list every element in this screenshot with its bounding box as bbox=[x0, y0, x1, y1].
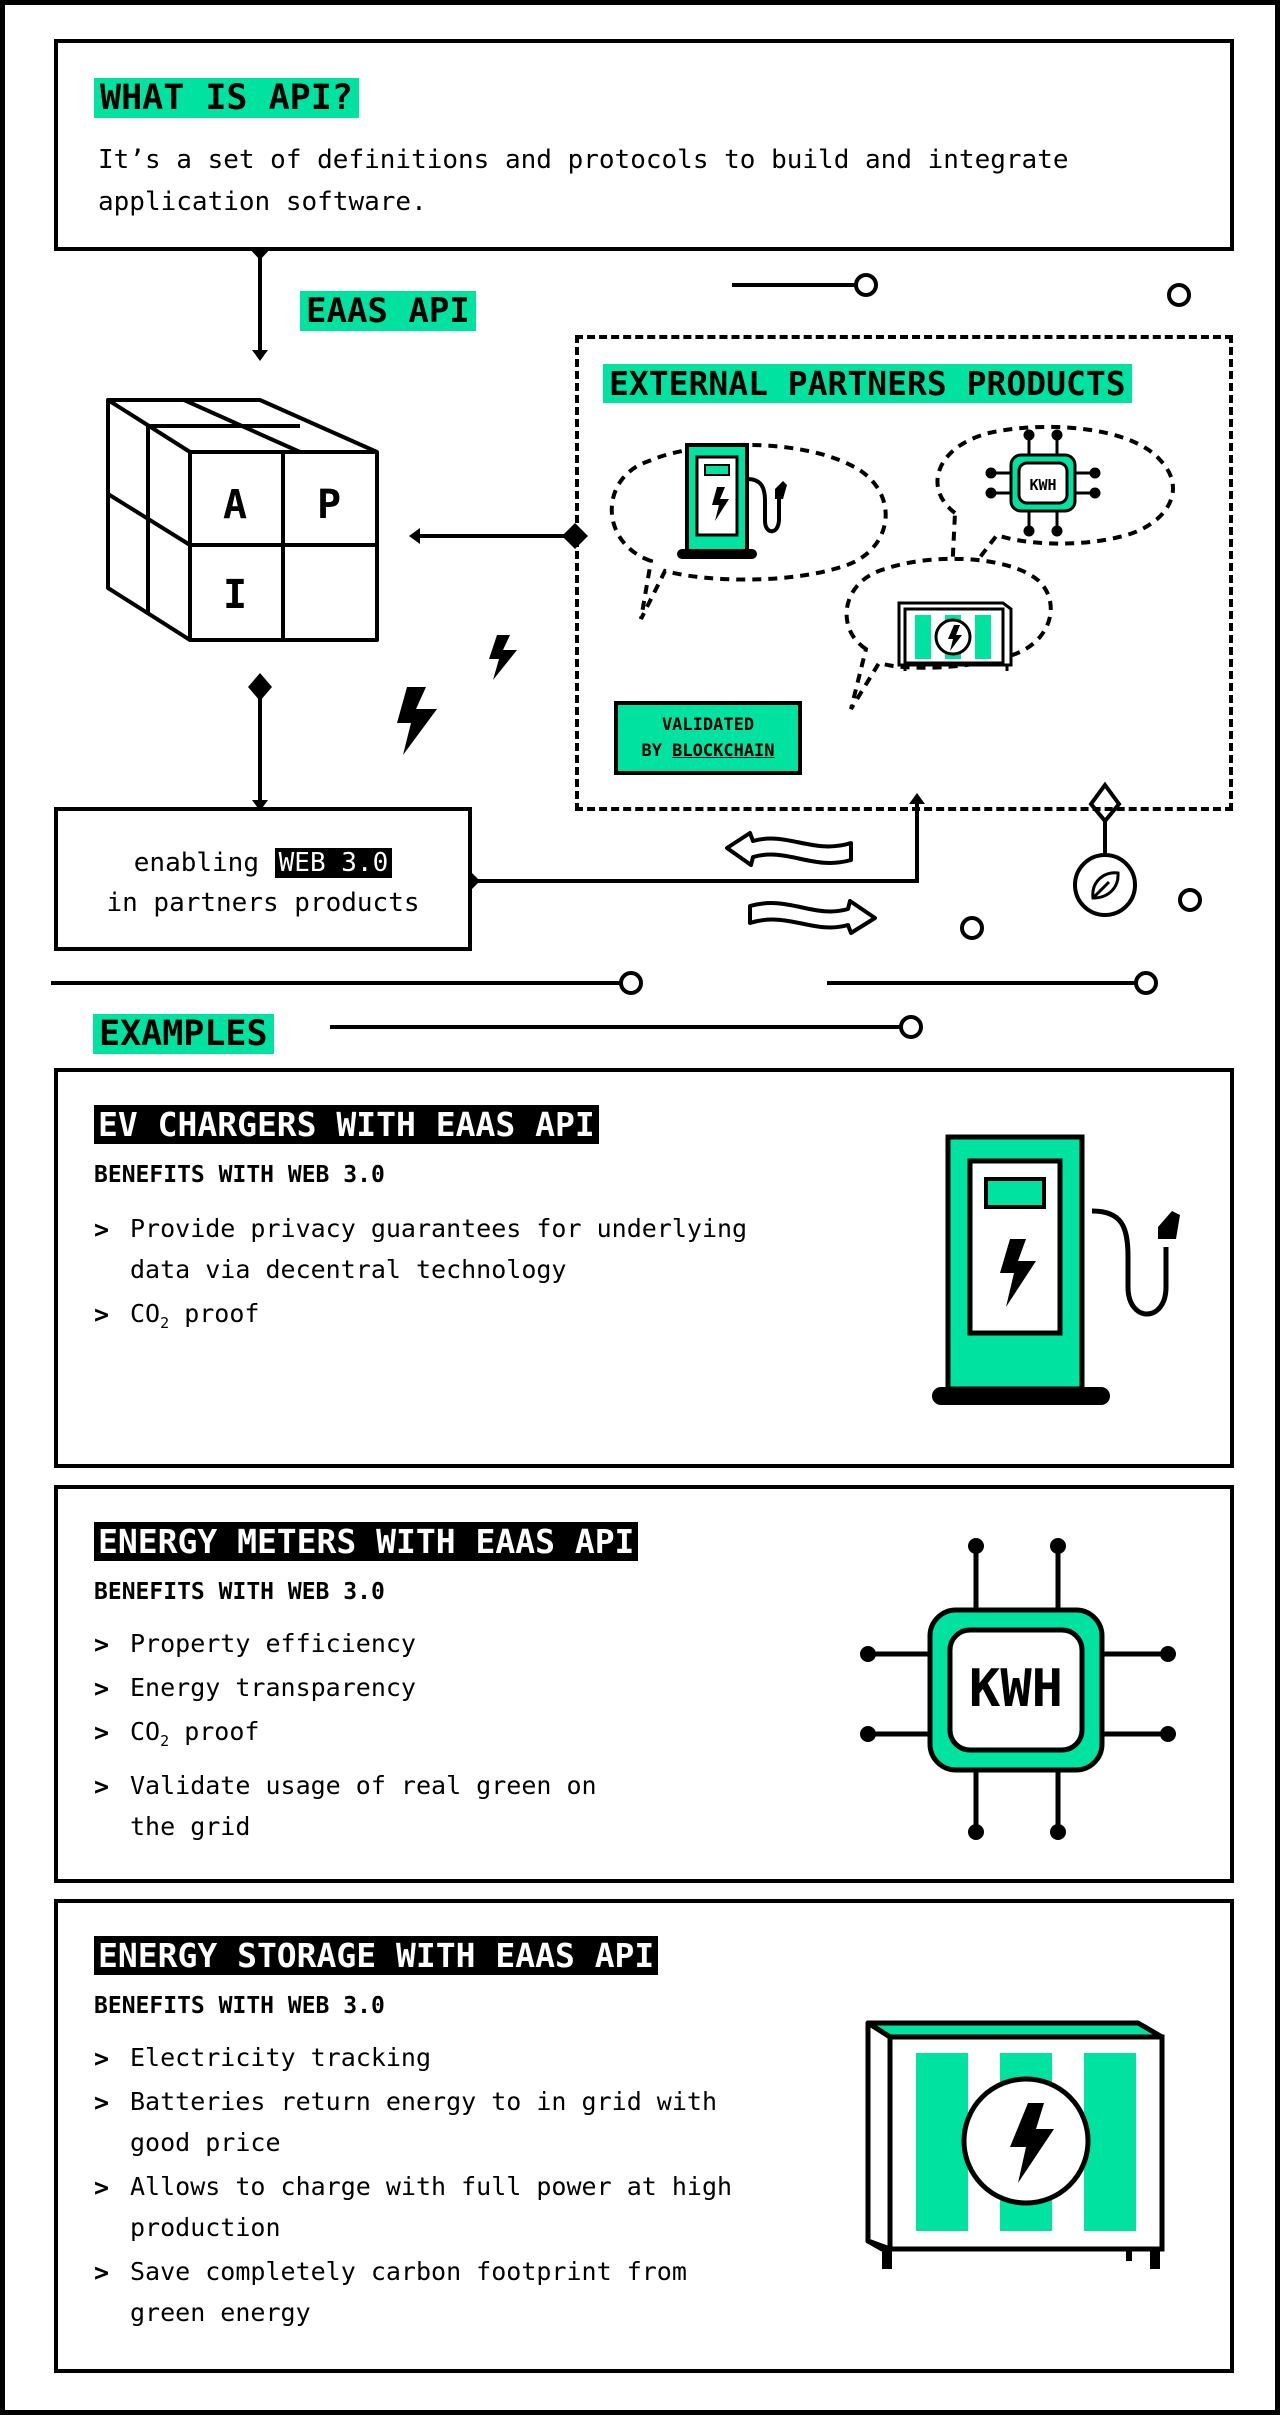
card-energy-storage: ENERGY STORAGE WITH EAAS API BENEFITS WI… bbox=[54, 1899, 1234, 2373]
card-energy-meters: ENERGY METERS WITH EAAS API BENEFITS WIT… bbox=[54, 1485, 1234, 1883]
lightning-icon bbox=[397, 687, 437, 755]
list-item: > Save completely carbon footprint from g… bbox=[94, 2251, 754, 2333]
chevron-right-icon: > bbox=[94, 1772, 110, 1801]
ev-charger-icon bbox=[677, 443, 787, 559]
ev-charger-icon bbox=[932, 1134, 1180, 1405]
partner-products-bubbles: KWH bbox=[609, 424, 1175, 711]
list-item: > Electricity tracking bbox=[94, 2037, 754, 2078]
cube-letter-i: I bbox=[223, 572, 247, 618]
mini-meter-label: KWH bbox=[1029, 476, 1056, 494]
chevron-right-icon: > bbox=[94, 1300, 110, 1329]
energy-storage-icon bbox=[865, 2020, 1165, 2269]
chevron-right-icon: > bbox=[94, 1215, 110, 1244]
arrow-left bbox=[725, 831, 853, 867]
card-subtitle: BENEFITS WITH WEB 3.0 bbox=[94, 1993, 385, 2019]
connector-diagram bbox=[51, 234, 1202, 1039]
card-title: EV CHARGERS WITH EAAS API bbox=[94, 1105, 599, 1144]
list-item: > Property efficiency bbox=[94, 1623, 614, 1664]
benefits-list: > Electricity tracking > Batteries return … bbox=[94, 2037, 754, 2336]
card-subtitle: BENEFITS WITH WEB 3.0 bbox=[94, 1162, 385, 1188]
list-item: > CO2 proof bbox=[94, 1711, 614, 1762]
list-item: > Validate usage of real green on the gri… bbox=[94, 1765, 614, 1847]
card-title: ENERGY METERS WITH EAAS API bbox=[94, 1522, 639, 1561]
card-subtitle: BENEFITS WITH WEB 3.0 bbox=[94, 1579, 385, 1605]
chevron-right-icon: > bbox=[94, 1674, 110, 1703]
energy-storage-icon bbox=[897, 601, 1013, 671]
intro-box: WHAT IS API? It’s a set of definitions a… bbox=[54, 39, 1234, 251]
list-item: > Batteries return energy to in grid with… bbox=[94, 2081, 754, 2163]
enabling-text: enabling bbox=[133, 848, 275, 878]
validated-blockchain: BLOCKCHAIN bbox=[672, 741, 775, 761]
enabling-line2: in partners products bbox=[106, 888, 420, 918]
meter-label: KWH bbox=[969, 1659, 1063, 1719]
card-title: ENERGY STORAGE WITH EAAS API bbox=[94, 1936, 659, 1975]
energy-meter-icon: KWH bbox=[860, 1538, 1176, 1840]
chevron-right-icon: > bbox=[94, 1718, 110, 1747]
list-item: > Energy transparency bbox=[94, 1667, 614, 1708]
intro-text: It’s a set of definitions and protocols … bbox=[98, 145, 1069, 217]
chevron-right-icon: > bbox=[94, 2258, 110, 2287]
arrow-right bbox=[748, 899, 877, 935]
intro-title: WHAT IS API? bbox=[94, 78, 359, 118]
examples-label: EXAMPLES bbox=[93, 1014, 274, 1054]
cube-letter-p: P bbox=[317, 482, 341, 528]
cube-letter-a: A bbox=[223, 482, 247, 528]
validated-by: BY bbox=[641, 741, 673, 761]
eaas-api-label: EAAS API bbox=[300, 291, 476, 331]
chevron-right-icon: > bbox=[94, 2173, 110, 2202]
chevron-right-icon: > bbox=[94, 2044, 110, 2073]
lightning-icon bbox=[489, 635, 517, 680]
enabling-box: enabling WEB 3.0 in partners products bbox=[54, 807, 472, 951]
list-item: > Provide privacy guarantees for underlyi… bbox=[94, 1208, 794, 1290]
chevron-right-icon: > bbox=[94, 2088, 110, 2117]
validated-badge: VALIDATED BY BLOCKCHAIN bbox=[614, 701, 802, 775]
chevron-right-icon: > bbox=[94, 1630, 110, 1659]
card-ev-chargers: EV CHARGERS WITH EAAS API BENEFITS WITH … bbox=[54, 1068, 1234, 1468]
external-partners-title: EXTERNAL PARTNERS PRODUCTS bbox=[603, 364, 1132, 403]
benefits-list: > Provide privacy guarantees for underlyi… bbox=[94, 1208, 794, 1347]
list-item: > Allows to charge with full power at hig… bbox=[94, 2166, 754, 2248]
validated-line1: VALIDATED bbox=[661, 715, 755, 735]
enabling-web3: WEB 3.0 bbox=[274, 848, 393, 878]
external-partners-box: EXTERNAL PARTNERS PRODUCTS bbox=[575, 335, 1233, 811]
api-cube-icon: A P I bbox=[106, 398, 379, 642]
benefits-list: > Property efficiency > Energy transparenc… bbox=[94, 1623, 614, 1850]
energy-meter-icon bbox=[985, 429, 1101, 537]
list-item: > CO2 proof bbox=[94, 1293, 794, 1344]
